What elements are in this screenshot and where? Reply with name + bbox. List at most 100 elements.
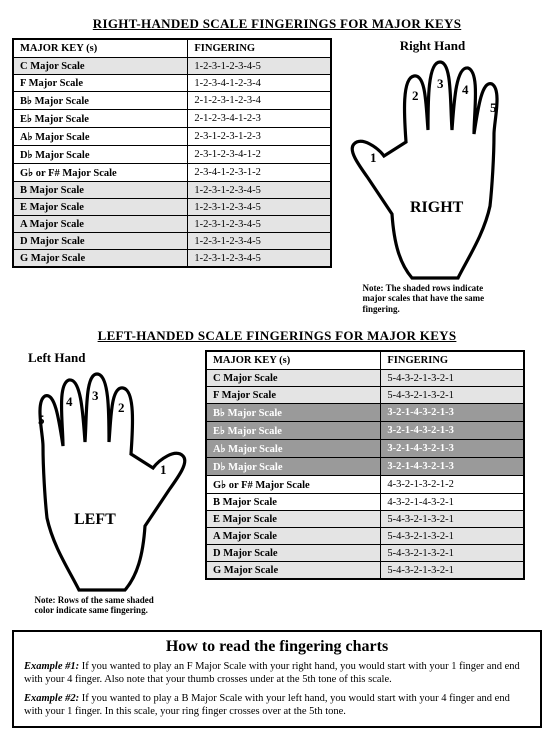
table-row: G Major Scale5-4-3-2-1-3-2-1	[206, 562, 524, 580]
table-row: A♭ Major Scale2-3-1-2-3-1-2-3	[13, 128, 331, 146]
table-row: B♭ Major Scale2-1-2-3-1-2-3-4	[13, 92, 331, 110]
right-table-wrap: MAJOR KEY (s) FINGERING C Major Scale1-2…	[12, 38, 332, 268]
cell-key: B♭ Major Scale	[206, 404, 381, 422]
cell-key: A♭ Major Scale	[13, 128, 188, 146]
cell-fingering: 5-4-3-2-1-3-2-1	[381, 511, 524, 528]
cell-fingering: 2-1-2-3-4-1-2-3	[188, 110, 331, 128]
cell-key: E♭ Major Scale	[206, 422, 381, 440]
cell-key: D Major Scale	[206, 545, 381, 562]
right-hand-icon: 1 2 3 4 5 RIGHT	[340, 56, 525, 281]
cell-key: E Major Scale	[13, 199, 188, 216]
cell-key: B Major Scale	[206, 494, 381, 511]
table-row: C Major Scale5-4-3-2-1-3-2-1	[206, 370, 524, 387]
lh-palm-label: LEFT	[74, 511, 116, 528]
cell-key: C Major Scale	[13, 58, 188, 75]
right-hand-diagram: Right Hand 1 2 3 4 5 RIGHT Note: The sha…	[340, 38, 525, 314]
table-row: E♭ Major Scale2-1-2-3-4-1-2-3	[13, 110, 331, 128]
cell-key: G Major Scale	[206, 562, 381, 580]
cell-fingering: 4-3-2-1-3-2-1-2	[381, 476, 524, 494]
cell-key: F Major Scale	[206, 387, 381, 404]
lh-finger-3: 3	[92, 388, 99, 403]
cell-fingering: 1-2-3-1-2-3-4-5	[188, 199, 331, 216]
howto-ex1-text: If you wanted to play an F Major Scale w…	[24, 661, 520, 685]
cell-key: F Major Scale	[13, 75, 188, 92]
howto-title: How to read the fingering charts	[24, 638, 530, 656]
table-row: D Major Scale1-2-3-1-2-3-4-5	[13, 233, 331, 250]
lh-col-key: MAJOR KEY (s)	[206, 351, 381, 370]
cell-key: G♭ or F# Major Scale	[206, 476, 381, 494]
table-row: D♭ Major Scale2-3-1-2-3-4-1-2	[13, 146, 331, 164]
left-hand-table: MAJOR KEY (s) FINGERING C Major Scale5-4…	[205, 350, 525, 580]
cell-fingering: 1-2-3-4-1-2-3-4	[188, 75, 331, 92]
cell-key: C Major Scale	[206, 370, 381, 387]
table-row: B Major Scale1-2-3-1-2-3-4-5	[13, 182, 331, 199]
cell-fingering: 5-4-3-2-1-3-2-1	[381, 387, 524, 404]
cell-key: B Major Scale	[13, 182, 188, 199]
table-row: E♭ Major Scale3-2-1-4-3-2-1-3	[206, 422, 524, 440]
cell-key: D Major Scale	[13, 233, 188, 250]
lh-finger-2: 2	[118, 400, 125, 415]
cell-fingering: 1-2-3-1-2-3-4-5	[188, 182, 331, 199]
table-row: G♭ or F# Major Scale2-3-4-1-2-3-1-2	[13, 164, 331, 182]
howto-example-2: Example #2: If you wanted to play a B Ma…	[24, 692, 530, 718]
rh-finger-2: 2	[412, 88, 419, 103]
cell-fingering: 1-2-3-1-2-3-4-5	[188, 250, 331, 268]
cell-key: A♭ Major Scale	[206, 440, 381, 458]
lh-finger-1: 1	[160, 462, 167, 477]
cell-fingering: 2-3-1-2-3-1-2-3	[188, 128, 331, 146]
right-hand-note: Note: The shaded rows indicate major sca…	[363, 283, 503, 314]
table-row: G♭ or F# Major Scale4-3-2-1-3-2-1-2	[206, 476, 524, 494]
cell-key: A Major Scale	[13, 216, 188, 233]
cell-fingering: 5-4-3-2-1-3-2-1	[381, 562, 524, 580]
table-row: A Major Scale1-2-3-1-2-3-4-5	[13, 216, 331, 233]
cell-fingering: 1-2-3-1-2-3-4-5	[188, 233, 331, 250]
table-row: D Major Scale5-4-3-2-1-3-2-1	[206, 545, 524, 562]
table-row: E Major Scale5-4-3-2-1-3-2-1	[206, 511, 524, 528]
cell-fingering: 2-3-1-2-3-4-1-2	[188, 146, 331, 164]
cell-fingering: 2-1-2-3-1-2-3-4	[188, 92, 331, 110]
cell-fingering: 1-2-3-1-2-3-4-5	[188, 58, 331, 75]
table-row: A Major Scale5-4-3-2-1-3-2-1	[206, 528, 524, 545]
table-row: G Major Scale1-2-3-1-2-3-4-5	[13, 250, 331, 268]
right-hand-table: MAJOR KEY (s) FINGERING C Major Scale1-2…	[12, 38, 332, 268]
rh-finger-5: 5	[490, 100, 497, 115]
table-row: D♭ Major Scale3-2-1-4-3-2-1-3	[206, 458, 524, 476]
table-row: B♭ Major Scale3-2-1-4-3-2-1-3	[206, 404, 524, 422]
right-hand-caption: Right Hand	[400, 38, 465, 54]
left-hand-note: Note: Rows of the same shaded color indi…	[35, 595, 175, 616]
howto-ex2-label: Example #2:	[24, 693, 79, 704]
rh-finger-1: 1	[370, 150, 377, 165]
cell-fingering: 3-2-1-4-3-2-1-3	[381, 458, 524, 476]
left-hand-diagram: Left Hand 5 4 3 2 1 LEFT Note: Rows of t…	[12, 350, 197, 616]
cell-fingering: 3-2-1-4-3-2-1-3	[381, 422, 524, 440]
lh-col-fingering: FINGERING	[381, 351, 524, 370]
cell-fingering: 5-4-3-2-1-3-2-1	[381, 528, 524, 545]
cell-key: A Major Scale	[206, 528, 381, 545]
cell-key: G Major Scale	[13, 250, 188, 268]
cell-fingering: 3-2-1-4-3-2-1-3	[381, 404, 524, 422]
right-section-title: RIGHT-HANDED SCALE FINGERINGS FOR MAJOR …	[12, 16, 542, 32]
howto-ex1-label: Example #1:	[24, 661, 79, 672]
howto-ex2-text: If you wanted to play a B Major Scale wi…	[24, 693, 510, 717]
howto-example-1: Example #1: If you wanted to play an F M…	[24, 660, 530, 686]
rh-col-key: MAJOR KEY (s)	[13, 39, 188, 58]
cell-fingering: 2-3-4-1-2-3-1-2	[188, 164, 331, 182]
rh-finger-4: 4	[462, 82, 469, 97]
left-section-title: LEFT-HANDED SCALE FINGERINGS FOR MAJOR K…	[12, 328, 542, 344]
left-hand-caption: Left Hand	[28, 350, 85, 366]
howto-box: How to read the fingering charts Example…	[12, 630, 542, 729]
table-row: A♭ Major Scale3-2-1-4-3-2-1-3	[206, 440, 524, 458]
left-table-wrap: MAJOR KEY (s) FINGERING C Major Scale5-4…	[205, 350, 525, 580]
table-row: F Major Scale5-4-3-2-1-3-2-1	[206, 387, 524, 404]
cell-fingering: 5-4-3-2-1-3-2-1	[381, 545, 524, 562]
lh-finger-5: 5	[38, 412, 45, 427]
table-row: C Major Scale1-2-3-1-2-3-4-5	[13, 58, 331, 75]
table-row: E Major Scale1-2-3-1-2-3-4-5	[13, 199, 331, 216]
rh-palm-label: RIGHT	[410, 199, 464, 216]
cell-fingering: 1-2-3-1-2-3-4-5	[188, 216, 331, 233]
cell-key: D♭ Major Scale	[206, 458, 381, 476]
rh-finger-3: 3	[437, 76, 444, 91]
cell-fingering: 5-4-3-2-1-3-2-1	[381, 370, 524, 387]
cell-key: D♭ Major Scale	[13, 146, 188, 164]
cell-fingering: 3-2-1-4-3-2-1-3	[381, 440, 524, 458]
